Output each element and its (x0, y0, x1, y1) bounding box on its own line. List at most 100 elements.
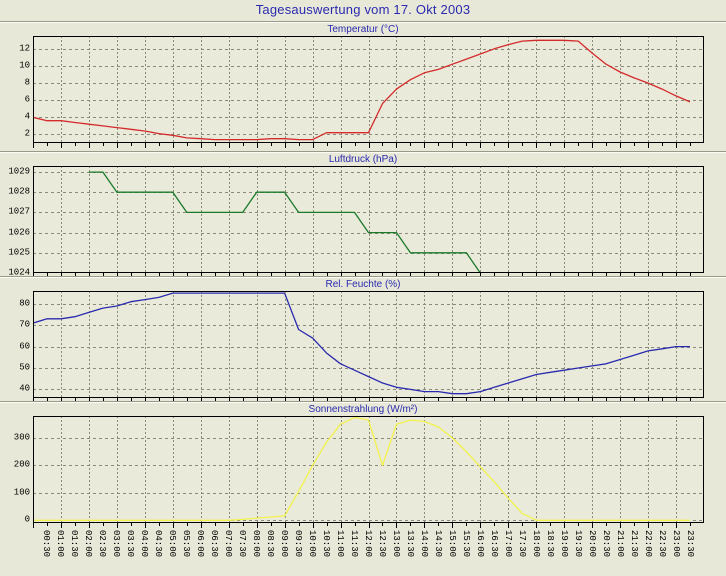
x-axis-labels: 00:30 01:00 01:30 02:00 02:30 03:00 03:30 04:00… (33, 530, 704, 576)
y-axis-labels-rel-feuchte: 40 50 60 70 80 (0, 291, 30, 398)
plot-frame (33, 416, 704, 523)
x-tick-label: 08:00 (251, 530, 262, 558)
data-series-rel-feuchte (33, 292, 690, 395)
plot-rel-feuchte[interactable] (33, 291, 704, 403)
y-tick-label: 1029 (8, 166, 30, 177)
panel-divider-2 (0, 276, 726, 278)
panel-luftdruck: Luftdruck (hPa) 1024 1025 1026 1027 1028 1029 (0, 154, 726, 278)
x-tick-label: 04:00 (139, 530, 150, 558)
x-tick-label: 23:30 (684, 530, 695, 558)
x-axis-ticks-sonnenstrahlung (33, 523, 691, 528)
x-tick-label: 05:30 (181, 530, 192, 558)
x-tick-label: 10:30 (321, 530, 332, 558)
x-tick-label: 20:00 (586, 530, 597, 558)
gridlines (33, 166, 704, 273)
gridlines (33, 416, 704, 523)
plot-frame (33, 291, 704, 398)
gridlines (33, 291, 704, 398)
chart-temperatur (33, 36, 704, 143)
x-axis-ticks-temperatur (33, 143, 691, 148)
x-tick-label: 07:30 (237, 530, 248, 558)
y-tick-label: 6 (24, 94, 30, 105)
y-tick-label: 300 (13, 432, 30, 443)
data-series-luftdruck (88, 171, 495, 273)
panel-temperatur: Temperatur (°C) 2 4 6 8 10 12 (0, 24, 726, 152)
y-tick-label: 0 (24, 514, 30, 525)
y-tick-label: 1026 (8, 227, 30, 238)
x-tick-label: 17:30 (516, 530, 527, 558)
x-tick-label: 02:00 (83, 530, 94, 558)
data-series-temperatur (33, 39, 691, 141)
plot-frame (33, 36, 704, 143)
panel-title-temperatur: Temperatur (°C) (327, 24, 399, 35)
x-tick-label: 15:30 (460, 530, 471, 558)
x-tick-label: 22:00 (642, 530, 653, 558)
panel-rel-feuchte: Rel. Feuchte (%) 40 50 60 70 80 (0, 279, 726, 403)
y-tick-label: 50 (19, 362, 30, 373)
y-tick-label: 1024 (8, 267, 30, 278)
x-tick-label: 03:30 (125, 530, 136, 558)
y-tick-label: 40 (19, 383, 30, 394)
plot-sonnenstrahlung[interactable] (33, 416, 704, 528)
panel-title-rel-feuchte: Rel. Feuchte (%) (325, 279, 401, 290)
x-tick-label: 13:00 (390, 530, 401, 558)
x-tick-label: 22:30 (656, 530, 667, 558)
chart-sonnenstrahlung (33, 416, 704, 523)
x-tick-label: 13:30 (404, 530, 415, 558)
y-tick-label: 10 (19, 60, 30, 71)
x-tick-label: 12:00 (363, 530, 373, 558)
x-tick-label: 15:00 (446, 530, 457, 558)
x-tick-label: 11:00 (335, 530, 346, 558)
x-tick-label: 16:00 (474, 530, 485, 558)
y-tick-label: 60 (19, 341, 30, 352)
chart-rel-feuchte (33, 291, 704, 398)
y-tick-label: 2 (24, 128, 30, 139)
x-tick-label: 08:30 (265, 530, 276, 558)
plot-background (33, 166, 704, 273)
x-tick-label: 17:00 (502, 530, 513, 558)
y-tick-label: 1028 (8, 186, 30, 197)
x-tick-label: 19:00 (558, 530, 569, 558)
plot-background (33, 416, 704, 523)
panel-title-luftdruck: Luftdruck (hPa) (328, 154, 398, 165)
plot-background (33, 36, 704, 143)
x-tick-label: 10:00 (307, 530, 318, 558)
x-tick-label: 19:30 (572, 530, 583, 558)
plot-background (33, 291, 704, 398)
x-tick-label: 18:00 (530, 530, 541, 558)
x-tick-label: 09:00 (279, 530, 290, 558)
panel-sonnenstrahlung: Sonnenstrahlung (W/m²) 00:30 01:00 01:30 02… (0, 404, 726, 564)
x-tick-label: 16:30 (488, 530, 499, 558)
x-tick-label: 14:30 (432, 530, 443, 558)
plot-luftdruck[interactable] (33, 166, 704, 278)
x-tick-label: 03:00 (111, 530, 122, 558)
plot-temperatur[interactable] (33, 36, 704, 148)
panel-divider-3 (0, 401, 726, 403)
x-tick-label: 06:00 (195, 530, 206, 558)
x-tick-label: 11:30 (349, 530, 360, 558)
y-tick-label: 200 (13, 459, 30, 470)
x-tick-label: 01:30 (69, 530, 80, 558)
y-tick-label: 1025 (8, 247, 30, 258)
panel-divider-1 (0, 151, 726, 153)
y-axis-labels-sonnenstrahlung: 0 100 200 300 (0, 416, 30, 525)
panel-title-sonnenstrahlung: Sonnenstrahlung (W/m²) (308, 404, 418, 415)
x-tick-label: 01:00 (55, 530, 66, 558)
y-axis-labels-luftdruck: 1024 1025 1026 1027 1028 1029 (0, 166, 30, 277)
x-tick-label: 04:30 (153, 530, 164, 558)
x-tick-label: 18:30 (544, 530, 555, 558)
x-tick-label: 07:00 (223, 530, 234, 558)
x-tick-label: 21:00 (614, 530, 625, 558)
y-tick-label: 1027 (8, 206, 30, 217)
y-tick-label: 100 (13, 487, 30, 498)
data-series-sonnenstrahlung (33, 416, 690, 521)
plot-frame (33, 166, 704, 273)
x-tick-label: 21:30 (628, 530, 639, 558)
y-tick-label: 8 (24, 77, 30, 88)
x-tick-label: 00:30 (41, 530, 52, 558)
y-tick-label: 70 (19, 319, 30, 330)
page-title: Tagesauswertung vom 17. Okt 2003 (255, 2, 471, 17)
y-tick-label: 80 (19, 298, 30, 309)
weather-report-page: Tagesauswertung vom 17. Okt 2003 Tempera… (0, 2, 726, 564)
x-tick-label: 02:30 (97, 530, 108, 558)
